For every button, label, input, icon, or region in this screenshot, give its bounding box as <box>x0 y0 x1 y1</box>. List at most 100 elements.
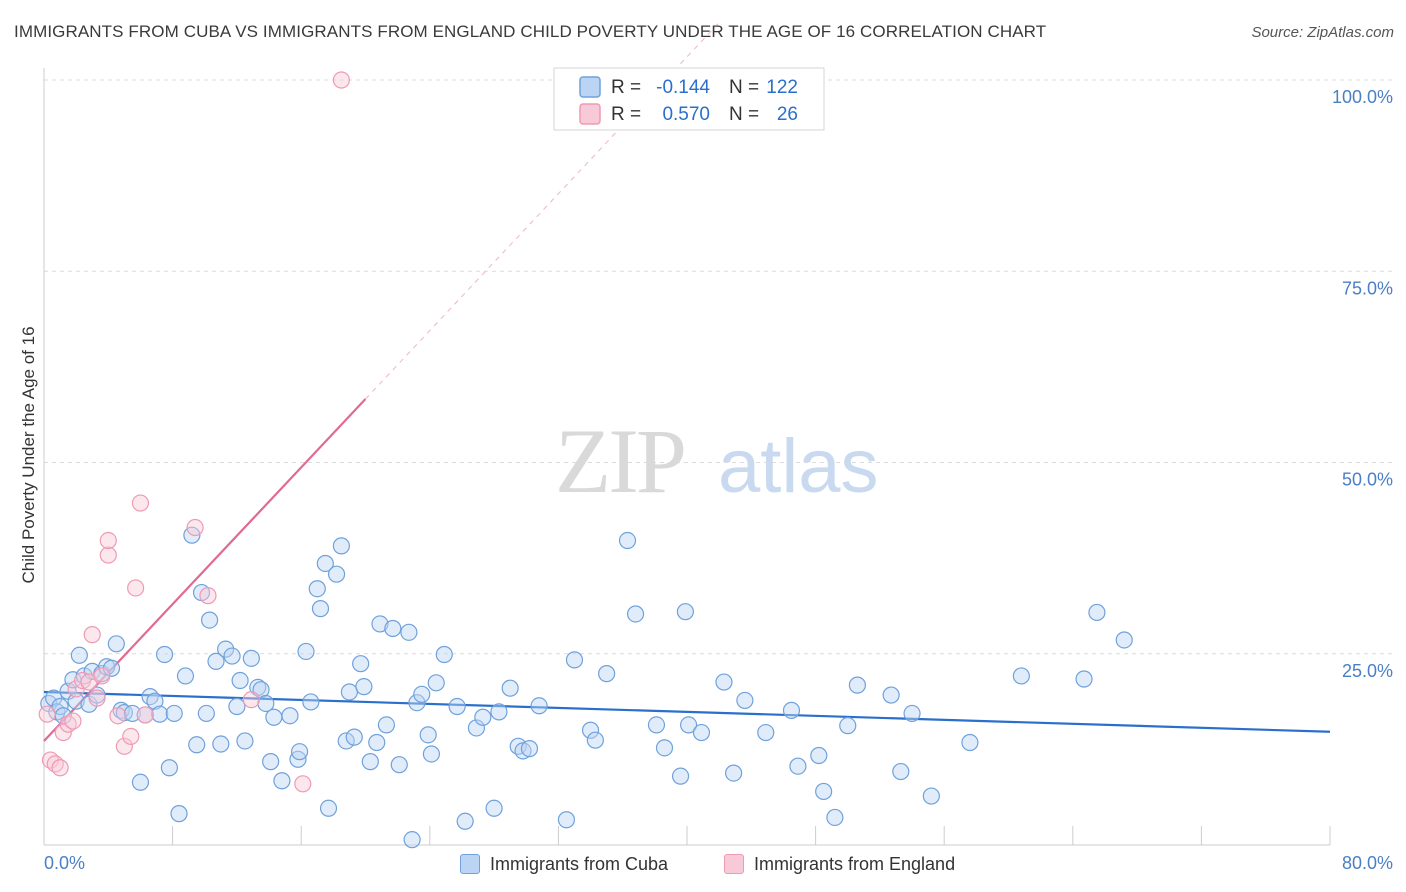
cuba-point-27 <box>165 704 183 723</box>
england-point-4 <box>54 723 72 742</box>
stats-r-value-cuba: -0.144 <box>656 77 710 98</box>
chart-source: Source: ZipAtlas.com <box>1251 24 1394 41</box>
cuba-point-111 <box>826 808 844 827</box>
england-point-16 <box>115 737 133 755</box>
watermark-zip: ZIP <box>555 410 684 512</box>
cuba-point-29 <box>176 667 195 685</box>
england-point-6 <box>64 712 82 730</box>
cuba-point-28 <box>170 805 188 823</box>
england-point-8 <box>73 671 92 690</box>
cuba-point-56 <box>316 554 334 573</box>
cuba-point-113 <box>848 676 866 694</box>
cuba-point-117 <box>922 787 940 805</box>
cuba-point-91 <box>565 651 584 669</box>
england-point-24 <box>294 775 312 793</box>
england-point-22 <box>199 587 217 605</box>
cuba-point-51 <box>290 743 309 761</box>
y-tick-labels: 25.0% 50.0% 75.0% 100.0% <box>1332 87 1393 681</box>
england-point-19 <box>131 494 150 512</box>
england-point-10 <box>83 626 101 644</box>
legend-item-england[interactable]: Immigrants from England <box>724 852 955 876</box>
england-point-25 <box>332 71 350 89</box>
cuba-point-31 <box>188 736 206 754</box>
cuba-point-75 <box>419 726 437 744</box>
x-tick-label-min: 0.0% <box>44 853 85 873</box>
cuba-point-49 <box>281 707 299 725</box>
cuba-point-71 <box>400 623 418 641</box>
cuba-point-79 <box>448 697 466 716</box>
cuba-point-118 <box>961 733 979 752</box>
cuba-point-107 <box>782 701 801 719</box>
stats-legend: R = -0.144 N = 122 R = 0.570 N = 26 <box>553 67 825 131</box>
england-point-20 <box>136 706 154 724</box>
cuba-point-68 <box>377 716 395 734</box>
legend-swatch-england <box>724 854 744 874</box>
england-point-12 <box>93 667 111 685</box>
y-axis-label: Child Poverty Under the Age of 16 <box>19 326 38 583</box>
cuba-point-89 <box>530 697 548 715</box>
cuba-point-70 <box>390 756 408 774</box>
cuba-point-115 <box>892 762 910 781</box>
legend-swatch-cuba <box>460 854 480 874</box>
cuba-point-34 <box>200 611 219 629</box>
cuba-point-83 <box>485 799 503 817</box>
watermark-atlas: atlas <box>718 424 879 509</box>
cuba-point-36 <box>212 735 230 753</box>
cuba-point-37 <box>217 640 235 658</box>
england-point-5 <box>59 715 77 733</box>
stats-n-label-cuba: N = <box>729 77 759 98</box>
cuba-point-33 <box>197 704 215 723</box>
cuba-point-84 <box>490 703 508 721</box>
cuba-point-112 <box>839 717 857 735</box>
cuba-point-52 <box>297 642 315 661</box>
cuba-point-63 <box>352 655 370 673</box>
england-point-17 <box>122 727 140 745</box>
cuba-point-54 <box>308 580 326 598</box>
cuba-point-78 <box>435 645 453 664</box>
cuba-point-69 <box>384 619 402 638</box>
y-tick-label-25: 25.0% <box>1342 661 1393 681</box>
cuba-point-42 <box>242 649 260 667</box>
england-point-18 <box>127 579 145 597</box>
cuba-point-74 <box>413 685 431 703</box>
stats-r-label-england: R = <box>611 104 641 125</box>
cuba-point-73 <box>408 694 426 712</box>
cuba-point-77 <box>427 674 445 692</box>
cuba-point-62 <box>345 728 363 746</box>
cuba-point-67 <box>371 615 389 633</box>
cuba-point-35 <box>207 652 225 671</box>
cuba-point-85 <box>501 679 519 697</box>
cuba-point-120 <box>1075 670 1093 688</box>
cuba-point-122 <box>1115 631 1133 649</box>
cuba-point-25 <box>155 645 174 664</box>
england-point-0 <box>38 705 56 723</box>
cuba-point-39 <box>228 697 246 716</box>
cuba-point-105 <box>736 691 754 710</box>
cuba-point-101 <box>680 716 698 734</box>
axes <box>43 68 1331 846</box>
cuba-point-48 <box>273 772 291 790</box>
legend-item-cuba[interactable]: Immigrants from Cuba <box>460 852 668 876</box>
cuba-point-23 <box>146 692 164 710</box>
stats-swatch-cuba <box>579 76 601 98</box>
cuba-point-80 <box>456 812 474 830</box>
cuba-point-3 <box>51 697 69 716</box>
cuba-point-57 <box>319 799 338 817</box>
england-point-13 <box>99 546 117 564</box>
x-tick-labels: 0.0% 80.0% <box>44 853 1393 873</box>
cuba-point-96 <box>626 605 645 623</box>
y-tick-label-100: 100.0% <box>1332 87 1393 107</box>
cuba-point-110 <box>815 782 833 801</box>
y-tick-label-75: 75.0% <box>1342 278 1393 298</box>
cuba-point-60 <box>337 732 355 750</box>
england-trend-line <box>43 398 367 742</box>
england-point-21 <box>186 518 204 537</box>
cuba-point-94 <box>598 665 616 683</box>
england-point-3 <box>51 759 69 777</box>
england-point-15 <box>109 707 127 725</box>
cuba-point-46 <box>262 753 280 771</box>
cuba-point-66 <box>368 733 386 752</box>
cuba-point-16 <box>107 635 125 653</box>
cuba-point-104 <box>725 764 743 782</box>
cuba-point-121 <box>1088 603 1106 622</box>
